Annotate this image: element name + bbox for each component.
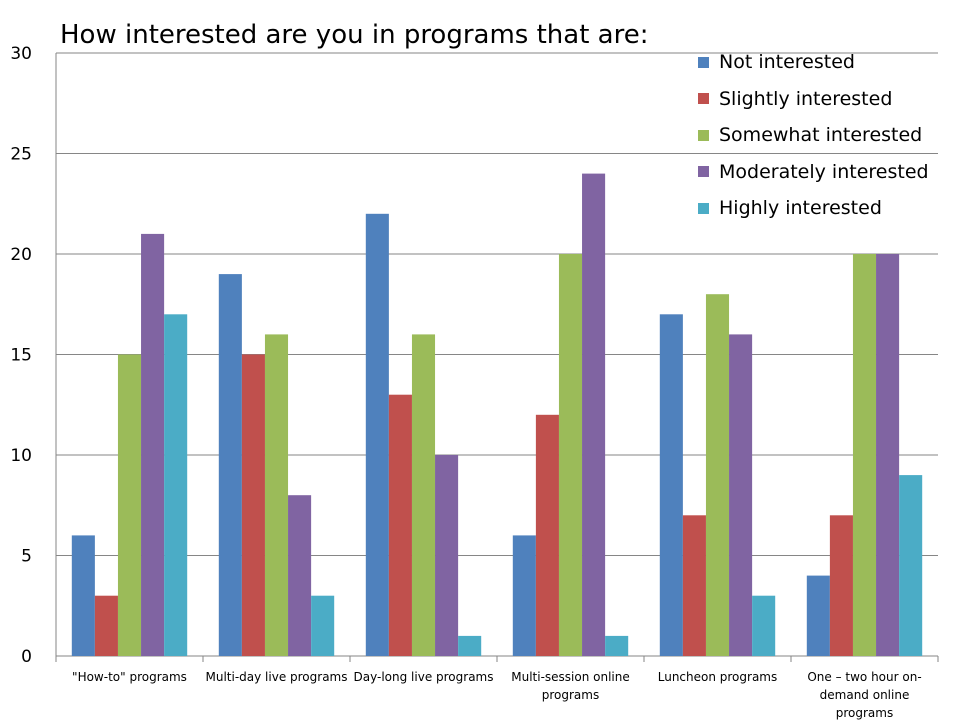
bar bbox=[365, 213, 389, 657]
y-tick-label: 15 bbox=[10, 346, 32, 366]
y-tick-label: 10 bbox=[10, 446, 32, 466]
y-tick-label: 0 bbox=[21, 647, 32, 667]
bar bbox=[117, 354, 142, 656]
legend-swatch bbox=[698, 56, 709, 68]
bar bbox=[164, 314, 188, 656]
legend-swatch bbox=[698, 166, 709, 178]
legend-label: Not interested bbox=[719, 51, 855, 74]
legend-label: Somewhat interested bbox=[719, 124, 923, 147]
bar bbox=[752, 595, 776, 656]
legend-swatch bbox=[698, 129, 709, 141]
bar bbox=[705, 294, 730, 656]
y-tick-label: 25 bbox=[10, 145, 32, 165]
x-tick-label: "How-to" programs bbox=[72, 670, 187, 684]
bar bbox=[388, 394, 412, 656]
bar bbox=[729, 334, 753, 656]
x-tick-label: Multi-day live programs bbox=[205, 670, 348, 684]
bar bbox=[411, 334, 436, 656]
bar bbox=[71, 535, 95, 656]
bar bbox=[558, 254, 583, 656]
bar bbox=[852, 254, 877, 656]
x-tick-label: Luncheon programs bbox=[657, 670, 778, 684]
bar bbox=[512, 535, 536, 656]
legend-swatch bbox=[698, 93, 709, 105]
y-tick-label: 20 bbox=[10, 245, 32, 265]
bar bbox=[582, 173, 606, 656]
legend-item: Not interested bbox=[698, 44, 929, 81]
bar bbox=[141, 233, 165, 656]
bar bbox=[659, 314, 683, 656]
bar bbox=[458, 635, 482, 656]
legend-item: Moderately interested bbox=[698, 154, 929, 191]
legend-label: Moderately interested bbox=[719, 160, 929, 183]
legend-item: Slightly interested bbox=[698, 81, 929, 118]
bar bbox=[218, 274, 242, 656]
bar bbox=[241, 354, 265, 656]
bar bbox=[682, 515, 706, 656]
x-tick-label: Multi-session online programs bbox=[511, 670, 630, 702]
legend-item: Somewhat interested bbox=[698, 117, 929, 154]
bar bbox=[264, 334, 289, 656]
chart-title: How interested are you in programs that … bbox=[60, 20, 649, 50]
legend-label: Slightly interested bbox=[719, 87, 893, 110]
legend-swatch bbox=[698, 202, 709, 214]
bar bbox=[311, 595, 335, 656]
bar bbox=[806, 575, 830, 656]
bar bbox=[435, 455, 459, 656]
y-tick-label: 30 bbox=[10, 44, 32, 64]
bar bbox=[899, 475, 923, 656]
bar bbox=[876, 254, 900, 656]
bar bbox=[535, 414, 559, 656]
x-tick-label: One – two hour on-demand online programs bbox=[807, 670, 922, 720]
bar bbox=[288, 495, 312, 656]
bar bbox=[829, 515, 853, 656]
chart-legend: Not interested Slightly interested Somewha… bbox=[698, 44, 929, 227]
legend-item: Highly interested bbox=[698, 190, 929, 227]
legend-label: Highly interested bbox=[719, 197, 882, 220]
x-tick-label: Day-long live programs bbox=[353, 670, 494, 684]
bar bbox=[605, 635, 629, 656]
bar bbox=[94, 595, 118, 656]
y-tick-label: 5 bbox=[21, 547, 32, 567]
